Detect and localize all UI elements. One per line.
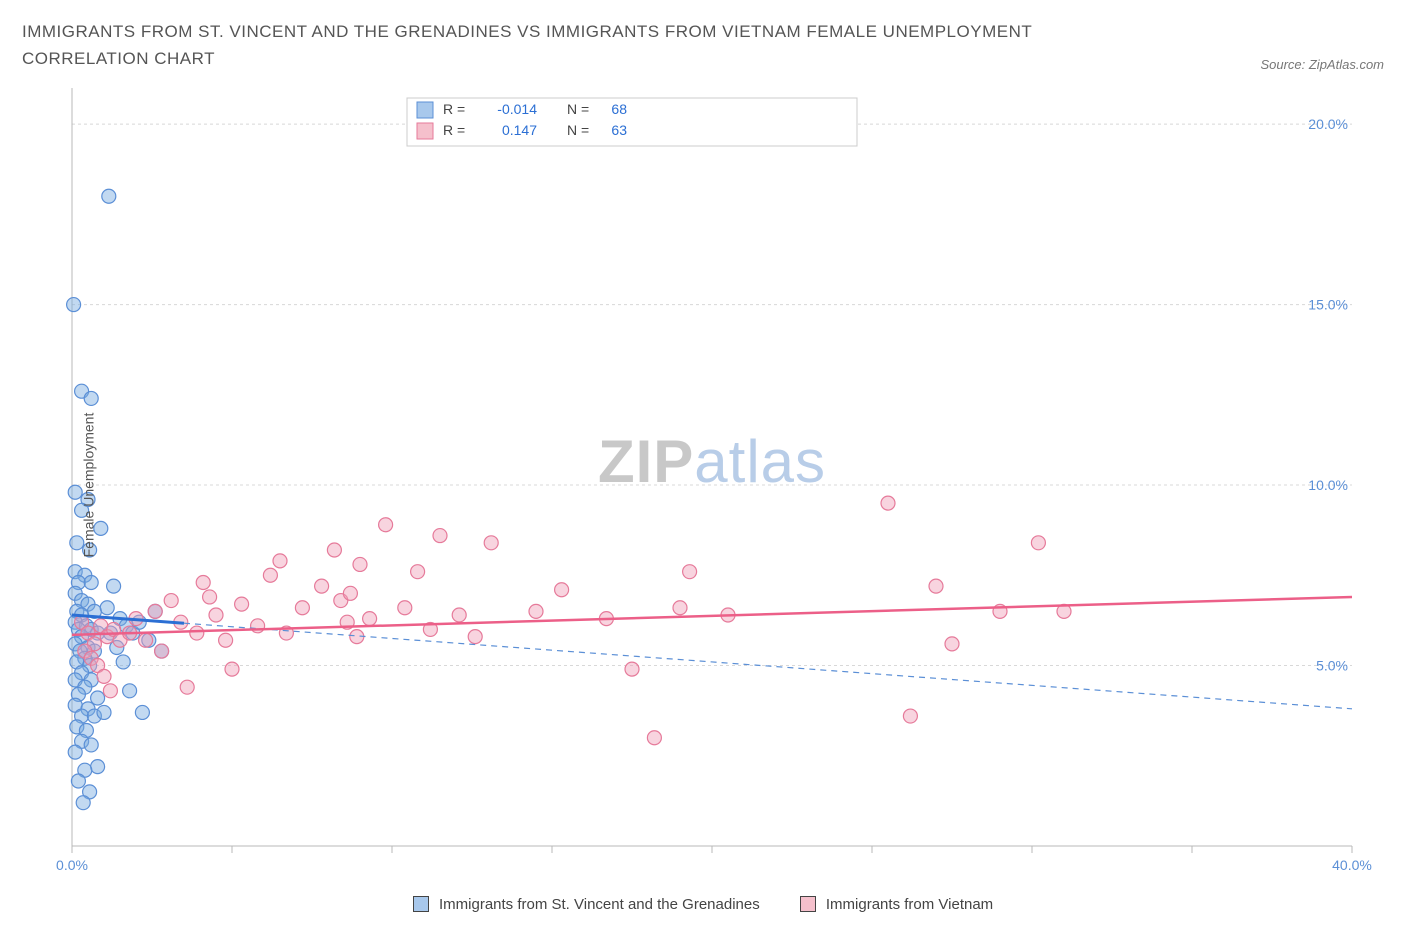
svg-text:63: 63 bbox=[611, 122, 627, 138]
data-point bbox=[107, 579, 121, 593]
legend-swatch-pink bbox=[800, 896, 816, 912]
svg-text:5.0%: 5.0% bbox=[1316, 658, 1348, 674]
data-point bbox=[363, 612, 377, 626]
data-point bbox=[68, 746, 82, 760]
svg-text:0.0%: 0.0% bbox=[56, 857, 88, 873]
data-point bbox=[353, 558, 367, 572]
trendline-vietnam bbox=[72, 597, 1352, 635]
data-point bbox=[929, 579, 943, 593]
data-point bbox=[135, 706, 149, 720]
data-point bbox=[484, 536, 498, 550]
legend-label-vietnam: Immigrants from Vietnam bbox=[826, 896, 993, 913]
svg-text:15.0%: 15.0% bbox=[1308, 297, 1348, 313]
y-axis-label: Female Unemployment bbox=[80, 413, 96, 558]
data-point bbox=[102, 190, 116, 204]
data-point bbox=[225, 663, 239, 677]
data-point bbox=[452, 608, 466, 622]
legend-swatch-blue bbox=[413, 896, 429, 912]
data-point bbox=[433, 529, 447, 543]
svg-text:0.147: 0.147 bbox=[502, 122, 537, 138]
data-point bbox=[97, 706, 111, 720]
svg-text:N =: N = bbox=[567, 122, 589, 138]
data-point bbox=[411, 565, 425, 579]
data-point bbox=[881, 496, 895, 510]
data-point bbox=[529, 605, 543, 619]
data-point bbox=[97, 670, 111, 684]
series-legend: Immigrants from St. Vincent and the Gren… bbox=[22, 896, 1384, 913]
svg-text:68: 68 bbox=[611, 101, 627, 117]
data-point bbox=[71, 774, 85, 788]
correlation-legend: R = -0.014 N = 68 R = 0.147 N = 63 bbox=[407, 98, 857, 146]
data-point bbox=[84, 738, 98, 752]
data-point bbox=[235, 598, 249, 612]
svg-text:R =: R = bbox=[443, 101, 465, 117]
svg-text:20.0%: 20.0% bbox=[1308, 116, 1348, 132]
svg-text:N =: N = bbox=[567, 101, 589, 117]
data-point bbox=[190, 626, 204, 640]
data-point bbox=[209, 608, 223, 622]
data-point bbox=[379, 518, 393, 532]
source-attribution: Source: ZipAtlas.com bbox=[1260, 57, 1384, 72]
svg-text:-0.014: -0.014 bbox=[497, 101, 537, 117]
svg-text:R =: R = bbox=[443, 122, 465, 138]
svg-text:40.0%: 40.0% bbox=[1332, 857, 1372, 873]
data-point bbox=[164, 594, 178, 608]
data-point bbox=[343, 587, 357, 601]
data-point bbox=[295, 601, 309, 615]
data-point bbox=[155, 644, 169, 658]
data-point bbox=[148, 605, 162, 619]
data-point bbox=[116, 655, 130, 669]
data-point bbox=[903, 709, 917, 723]
legend-label-stvincent: Immigrants from St. Vincent and the Gren… bbox=[439, 896, 760, 913]
data-point bbox=[315, 579, 329, 593]
data-point bbox=[196, 576, 210, 590]
data-point bbox=[263, 569, 277, 583]
data-point bbox=[273, 554, 287, 568]
data-point bbox=[683, 565, 697, 579]
legend-item-vietnam: Immigrants from Vietnam bbox=[800, 896, 993, 913]
chart-title: IMMIGRANTS FROM ST. VINCENT AND THE GREN… bbox=[22, 18, 1122, 72]
data-point bbox=[180, 681, 194, 695]
data-point bbox=[203, 590, 217, 604]
data-point bbox=[103, 684, 117, 698]
data-point bbox=[76, 796, 90, 810]
data-point bbox=[139, 634, 153, 648]
data-point bbox=[123, 684, 137, 698]
data-point bbox=[673, 601, 687, 615]
legend-item-stvincent: Immigrants from St. Vincent and the Gren… bbox=[413, 896, 760, 913]
data-point bbox=[647, 731, 661, 745]
data-point bbox=[468, 630, 482, 644]
correlation-scatter-chart: ZIPatlas 0.0% 40.0% 5.0% 10.0% 15.0% 20.0% R = -… bbox=[22, 80, 1382, 890]
data-point bbox=[84, 576, 98, 590]
svg-text:10.0%: 10.0% bbox=[1308, 477, 1348, 493]
data-point bbox=[945, 637, 959, 651]
chart-container: Female Unemployment ZIPatlas 0.0% 40.0% 5.0… bbox=[22, 80, 1382, 890]
svg-text:ZIPatlas: ZIPatlas bbox=[598, 428, 826, 495]
chart-header: IMMIGRANTS FROM ST. VINCENT AND THE GREN… bbox=[22, 18, 1384, 72]
data-point bbox=[327, 543, 341, 557]
data-point bbox=[625, 663, 639, 677]
data-point bbox=[398, 601, 412, 615]
data-point bbox=[67, 298, 81, 312]
data-point bbox=[100, 601, 114, 615]
data-point bbox=[555, 583, 569, 597]
data-point bbox=[84, 392, 98, 406]
data-point bbox=[1031, 536, 1045, 550]
data-point bbox=[219, 634, 233, 648]
data-point bbox=[91, 760, 105, 774]
